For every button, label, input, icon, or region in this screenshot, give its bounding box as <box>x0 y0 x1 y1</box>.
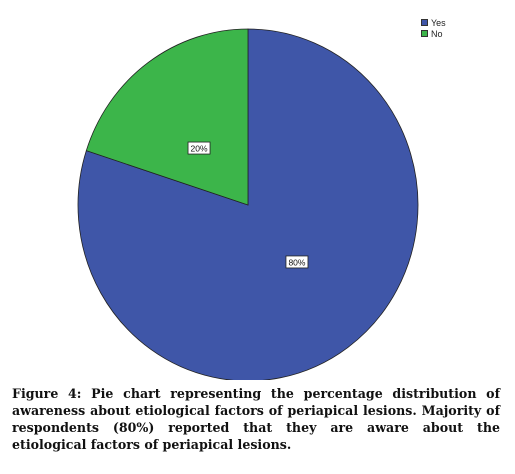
data-label-yes: 80% <box>285 255 309 269</box>
pie-chart: 80% 20% Yes No <box>77 17 446 380</box>
legend: Yes No <box>421 17 446 39</box>
legend-swatch-no <box>421 30 428 37</box>
data-label-text: 80% <box>288 257 305 267</box>
legend-label-no: No <box>431 28 443 39</box>
data-label-box <box>187 141 211 155</box>
pie-slice-yes <box>77 28 419 380</box>
data-label-no: 20% <box>187 141 211 155</box>
legend-item-no: No <box>421 28 446 39</box>
legend-swatch-yes <box>421 19 428 26</box>
legend-label-yes: Yes <box>431 17 446 28</box>
figure-caption: Figure 4: Pie chart representing the per… <box>12 386 500 452</box>
pie-chart-svg: 80% 20% <box>77 28 419 380</box>
data-label-box <box>285 255 309 269</box>
data-label-text: 20% <box>191 144 208 154</box>
pie-slice-no <box>85 28 249 206</box>
legend-item-yes: Yes <box>421 17 446 28</box>
